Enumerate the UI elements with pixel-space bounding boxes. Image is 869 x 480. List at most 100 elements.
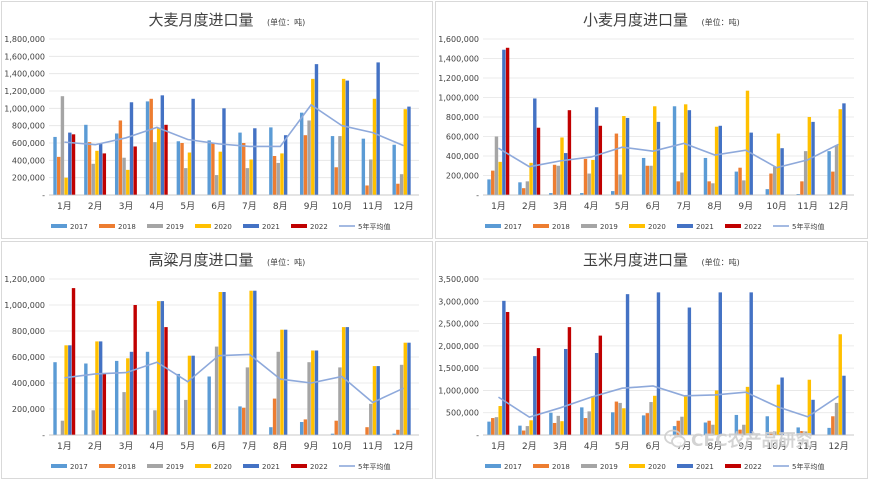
- bar-2018: [738, 167, 742, 195]
- legend-label: 2019: [600, 463, 618, 471]
- x-tick-label: 5月: [615, 441, 630, 452]
- bar-2020: [529, 162, 533, 195]
- bar-2021: [129, 102, 134, 195]
- x-tick-label: 7月: [677, 441, 692, 452]
- x-tick-label: 9月: [304, 201, 319, 212]
- legend-swatch: [677, 224, 693, 228]
- legend-label: 2018: [118, 463, 136, 471]
- bar-2019: [680, 172, 684, 195]
- bar-2020: [498, 406, 502, 435]
- bar-2019: [60, 96, 65, 195]
- legend-swatch: [195, 464, 211, 468]
- legend-swatch: [195, 224, 211, 228]
- bar-2018: [800, 430, 804, 435]
- bar-2021: [687, 307, 692, 435]
- bar-2018: [365, 427, 369, 435]
- bar-2020: [714, 126, 719, 195]
- x-tick-label: 10月: [332, 201, 352, 212]
- legend-swatch: [485, 224, 501, 228]
- bar-2021: [842, 103, 846, 195]
- bar-2019: [556, 415, 560, 435]
- bar-2019: [122, 157, 126, 195]
- bar-2017: [392, 433, 396, 435]
- bar-2018: [242, 407, 246, 435]
- bar-2017: [114, 133, 119, 195]
- bar-2017: [641, 157, 646, 195]
- bar-2018: [769, 431, 773, 435]
- bar-2019: [525, 181, 530, 195]
- chart-panel-sorghum: 高粱月度进口量 (单位：吨) - 200,000 400,000 600,000 800,0…: [1, 241, 433, 479]
- bar-2019: [91, 410, 95, 435]
- bar-2017: [611, 412, 615, 435]
- bar-2021: [191, 98, 195, 195]
- chart-unit: (单位：吨): [702, 17, 740, 27]
- legend-swatch: [581, 224, 597, 228]
- bar-2017: [827, 151, 831, 196]
- watermark: CFC农产品研究: [664, 426, 813, 451]
- y-tick-label: 1,500,000: [438, 364, 479, 373]
- bar-2018: [118, 120, 123, 195]
- bar-2017: [53, 136, 57, 195]
- legend-label: 5年平均值: [792, 222, 824, 231]
- bar-2022: [567, 327, 572, 435]
- bar-2020: [683, 104, 688, 195]
- chart-title: 玉米月度进口量: [583, 251, 688, 269]
- bar-2019: [494, 136, 499, 195]
- bar-2018: [645, 165, 650, 195]
- bar-2019: [184, 399, 188, 435]
- x-tick-label: 5月: [180, 201, 195, 212]
- bar-2021: [314, 64, 319, 195]
- bar-2019: [276, 351, 280, 435]
- bar-2019: [834, 145, 839, 195]
- legend-label: 2022: [744, 223, 762, 231]
- bar-2021: [749, 292, 753, 435]
- bar-2017: [765, 189, 769, 195]
- chart-title: 小麦月度进口量: [583, 11, 688, 29]
- y-tick-label: 800,000: [12, 122, 45, 131]
- y-tick-label: 1,600,000: [438, 35, 479, 44]
- legend-swatch: [243, 464, 259, 468]
- bar-2019: [245, 168, 250, 195]
- bar-2017: [238, 406, 242, 435]
- y-tick-label: 1,400,000: [4, 70, 45, 79]
- bar-2022: [164, 327, 168, 435]
- bar-2020: [683, 395, 688, 435]
- x-tick-label: 10月: [766, 201, 786, 212]
- bar-2017: [549, 193, 553, 195]
- bar-2020: [403, 342, 407, 435]
- x-tick-label: 8月: [273, 201, 288, 212]
- bar-2019: [494, 417, 499, 435]
- x-tick-label: 7月: [242, 441, 257, 452]
- bar-2017: [207, 376, 211, 435]
- bar-2021: [222, 292, 226, 435]
- y-tick-label: 400,000: [12, 156, 45, 165]
- legend-label: 5年平均值: [358, 222, 390, 231]
- legend-swatch: [581, 464, 597, 468]
- bar-2018: [800, 181, 804, 195]
- bar-2021: [780, 148, 784, 195]
- bar-2017: [580, 407, 584, 435]
- bar-2019: [711, 183, 715, 195]
- bar-2018: [831, 171, 835, 195]
- bar-2021: [718, 125, 722, 195]
- bar-2020: [622, 408, 626, 435]
- bar-2022: [133, 146, 137, 195]
- bar-2021: [656, 121, 661, 196]
- bar-2018: [645, 413, 650, 435]
- legend-label: 2021: [262, 463, 280, 471]
- x-tick-label: 2月: [522, 441, 537, 452]
- bar-2021: [533, 356, 537, 435]
- legend-swatch: [147, 464, 163, 468]
- bar-2018: [676, 181, 680, 195]
- bar-2019: [834, 402, 839, 435]
- bar-2019: [276, 162, 280, 195]
- y-tick-label: 1,200,000: [438, 74, 479, 83]
- bar-2021: [811, 121, 815, 196]
- bar-2021: [129, 351, 134, 435]
- bar-2017: [518, 425, 522, 435]
- bar-2018: [149, 98, 153, 195]
- bar-2018: [303, 419, 308, 435]
- bar-2017: [114, 360, 119, 435]
- bar-2019: [773, 431, 777, 435]
- bar-2017: [269, 427, 273, 435]
